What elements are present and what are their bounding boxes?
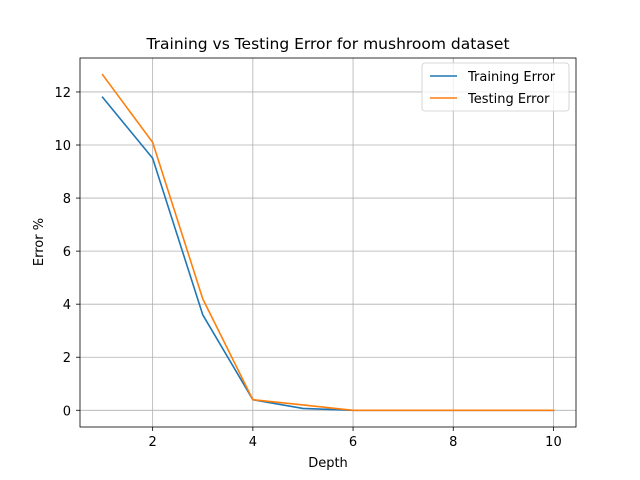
y-tick-label: 0 [63,404,71,419]
x-tick-label: 10 [545,435,562,450]
y-tick-label: 6 [63,245,71,260]
y-axis: 0 2 4 6 8 10 12 [54,86,80,419]
plot-frame [79,57,577,428]
series-lines [101,73,555,412]
x-axis: 2 4 6 8 10 [149,427,562,450]
y-tick-label: 12 [54,86,71,101]
y-tick-label: 8 [63,192,71,207]
series-line-training-error [101,96,555,412]
y-tick-label: 2 [63,351,71,366]
y-tick-label: 4 [63,298,71,313]
legend-label-training: Training Error [467,70,556,85]
legend-label-testing: Testing Error [467,92,550,107]
legend: Training Error Testing Error [421,62,570,112]
chart-title: Training vs Testing Error for mushroom d… [145,35,509,53]
x-axis-title: Depth [308,456,348,471]
y-tick-label: 10 [54,139,71,154]
x-tick-label: 2 [149,435,157,450]
y-axis-title: Error % [32,218,47,266]
legend-box [421,62,570,112]
grid [80,58,576,427]
x-tick-label: 8 [449,435,457,450]
x-tick-label: 6 [349,435,357,450]
series-line-testing-error [101,73,555,412]
x-tick-label: 4 [249,435,257,450]
